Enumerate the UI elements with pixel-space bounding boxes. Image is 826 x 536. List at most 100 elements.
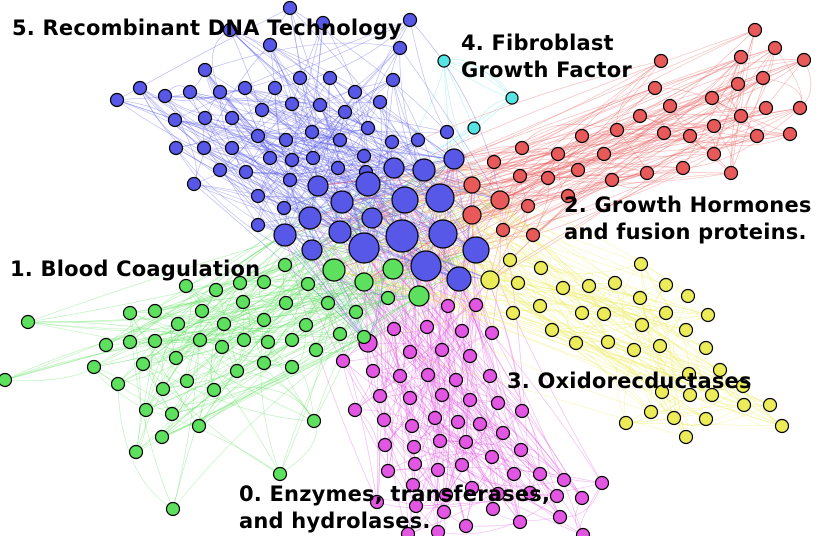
network-edge bbox=[551, 329, 663, 393]
network-node-cluster-2 bbox=[486, 154, 502, 170]
network-node-cluster-0 bbox=[484, 325, 500, 341]
network-edge bbox=[443, 60, 513, 99]
network-edge bbox=[257, 127, 369, 197]
network-edge bbox=[219, 79, 394, 171]
network-node-cluster-5 bbox=[385, 219, 419, 253]
network-edge bbox=[439, 135, 758, 199]
network-edge bbox=[367, 183, 569, 197]
network-edge bbox=[139, 87, 259, 197]
network-edge bbox=[639, 297, 675, 419]
network-edge bbox=[175, 147, 335, 271]
network-node-cluster-0 bbox=[408, 498, 424, 514]
network-edge bbox=[603, 133, 791, 155]
network-edge bbox=[519, 77, 764, 177]
network-edge bbox=[659, 345, 771, 406]
network-node-cluster-3 bbox=[681, 366, 697, 382]
network-edge bbox=[426, 326, 504, 434]
network-edge bbox=[413, 446, 561, 518]
network-edge bbox=[311, 248, 491, 281]
network-edge bbox=[409, 351, 515, 475]
network-edge bbox=[27, 321, 225, 330]
network-edge bbox=[633, 295, 689, 351]
network-edge bbox=[154, 281, 265, 312]
network-edge bbox=[407, 473, 515, 535]
network-node-cluster-0 bbox=[464, 480, 480, 496]
network-edge bbox=[443, 60, 501, 201]
network-node-cluster-3 bbox=[532, 298, 548, 314]
network-edge bbox=[650, 385, 744, 415]
network-node-cluster-1 bbox=[356, 329, 372, 345]
network-edge bbox=[453, 158, 519, 284]
network-edge bbox=[213, 386, 315, 422]
network-edge bbox=[284, 127, 369, 236]
network-edge bbox=[244, 19, 411, 89]
network-edge bbox=[333, 125, 715, 271]
network-edge bbox=[213, 265, 427, 391]
network-node-cluster-0 bbox=[468, 297, 484, 313]
network-edge bbox=[458, 278, 643, 326]
network-edge bbox=[175, 301, 244, 359]
network-node-cluster-2 bbox=[490, 190, 510, 210]
network-edge bbox=[142, 363, 281, 475]
network-edge bbox=[342, 360, 417, 507]
network-edge bbox=[185, 285, 265, 321]
network-node-cluster-5 bbox=[282, 0, 298, 16]
network-edge bbox=[363, 281, 457, 381]
network-edge bbox=[129, 312, 142, 453]
network-node-cluster-2 bbox=[706, 118, 722, 134]
network-node-cluster-2 bbox=[758, 100, 774, 116]
network-edge bbox=[219, 90, 313, 133]
network-node-cluster-3 bbox=[505, 305, 521, 321]
network-node-cluster-3 bbox=[544, 322, 560, 338]
network-edge bbox=[284, 234, 783, 427]
network-edge bbox=[162, 297, 389, 390]
network-edge bbox=[223, 311, 357, 329]
network-edge bbox=[4, 339, 269, 381]
network-edge bbox=[193, 44, 271, 185]
network-edge bbox=[145, 409, 281, 475]
network-edge bbox=[313, 268, 394, 422]
network-node-cluster-1 bbox=[192, 332, 208, 348]
network-node-cluster-5 bbox=[292, 70, 308, 86]
network-node-cluster-5 bbox=[347, 84, 363, 100]
network-edge bbox=[665, 312, 687, 438]
network-edge bbox=[409, 19, 448, 133]
network-edge bbox=[639, 297, 676, 419]
network-node-cluster-3 bbox=[736, 397, 752, 413]
network-edge bbox=[317, 47, 401, 187]
network-edge bbox=[407, 423, 481, 535]
network-edge bbox=[427, 197, 441, 376]
network-edge bbox=[269, 157, 395, 172]
network-edge bbox=[27, 311, 357, 333]
network-edge bbox=[493, 150, 579, 171]
network-node-cluster-3 bbox=[643, 404, 659, 420]
network-node-cluster-0 bbox=[490, 486, 506, 502]
network-edge bbox=[521, 124, 618, 149]
network-edge bbox=[311, 139, 419, 251]
network-edge bbox=[341, 201, 369, 344]
network-node-cluster-2 bbox=[520, 198, 536, 214]
network-node-cluster-0 bbox=[335, 353, 351, 369]
network-node-cluster-5 bbox=[157, 88, 173, 104]
network-edge bbox=[409, 19, 501, 201]
network-edge bbox=[471, 132, 665, 216]
network-edge bbox=[489, 29, 756, 281]
network-node-cluster-5 bbox=[254, 102, 270, 118]
network-node-cluster-0 bbox=[450, 414, 466, 430]
network-node-cluster-3 bbox=[618, 415, 634, 431]
network-edge bbox=[402, 199, 411, 353]
network-edge bbox=[229, 29, 293, 105]
network-edge bbox=[412, 402, 499, 486]
network-edge bbox=[489, 167, 684, 281]
network-node-cluster-1 bbox=[216, 316, 232, 332]
network-edge bbox=[263, 217, 311, 364]
network-edge bbox=[673, 385, 744, 419]
network-node-cluster-2 bbox=[512, 168, 528, 184]
network-edge bbox=[117, 301, 244, 385]
network-edge bbox=[434, 417, 499, 495]
network-node-cluster-1 bbox=[277, 257, 293, 273]
network-edge bbox=[116, 99, 395, 169]
network-edge bbox=[154, 339, 293, 342]
network-edge bbox=[263, 281, 365, 364]
